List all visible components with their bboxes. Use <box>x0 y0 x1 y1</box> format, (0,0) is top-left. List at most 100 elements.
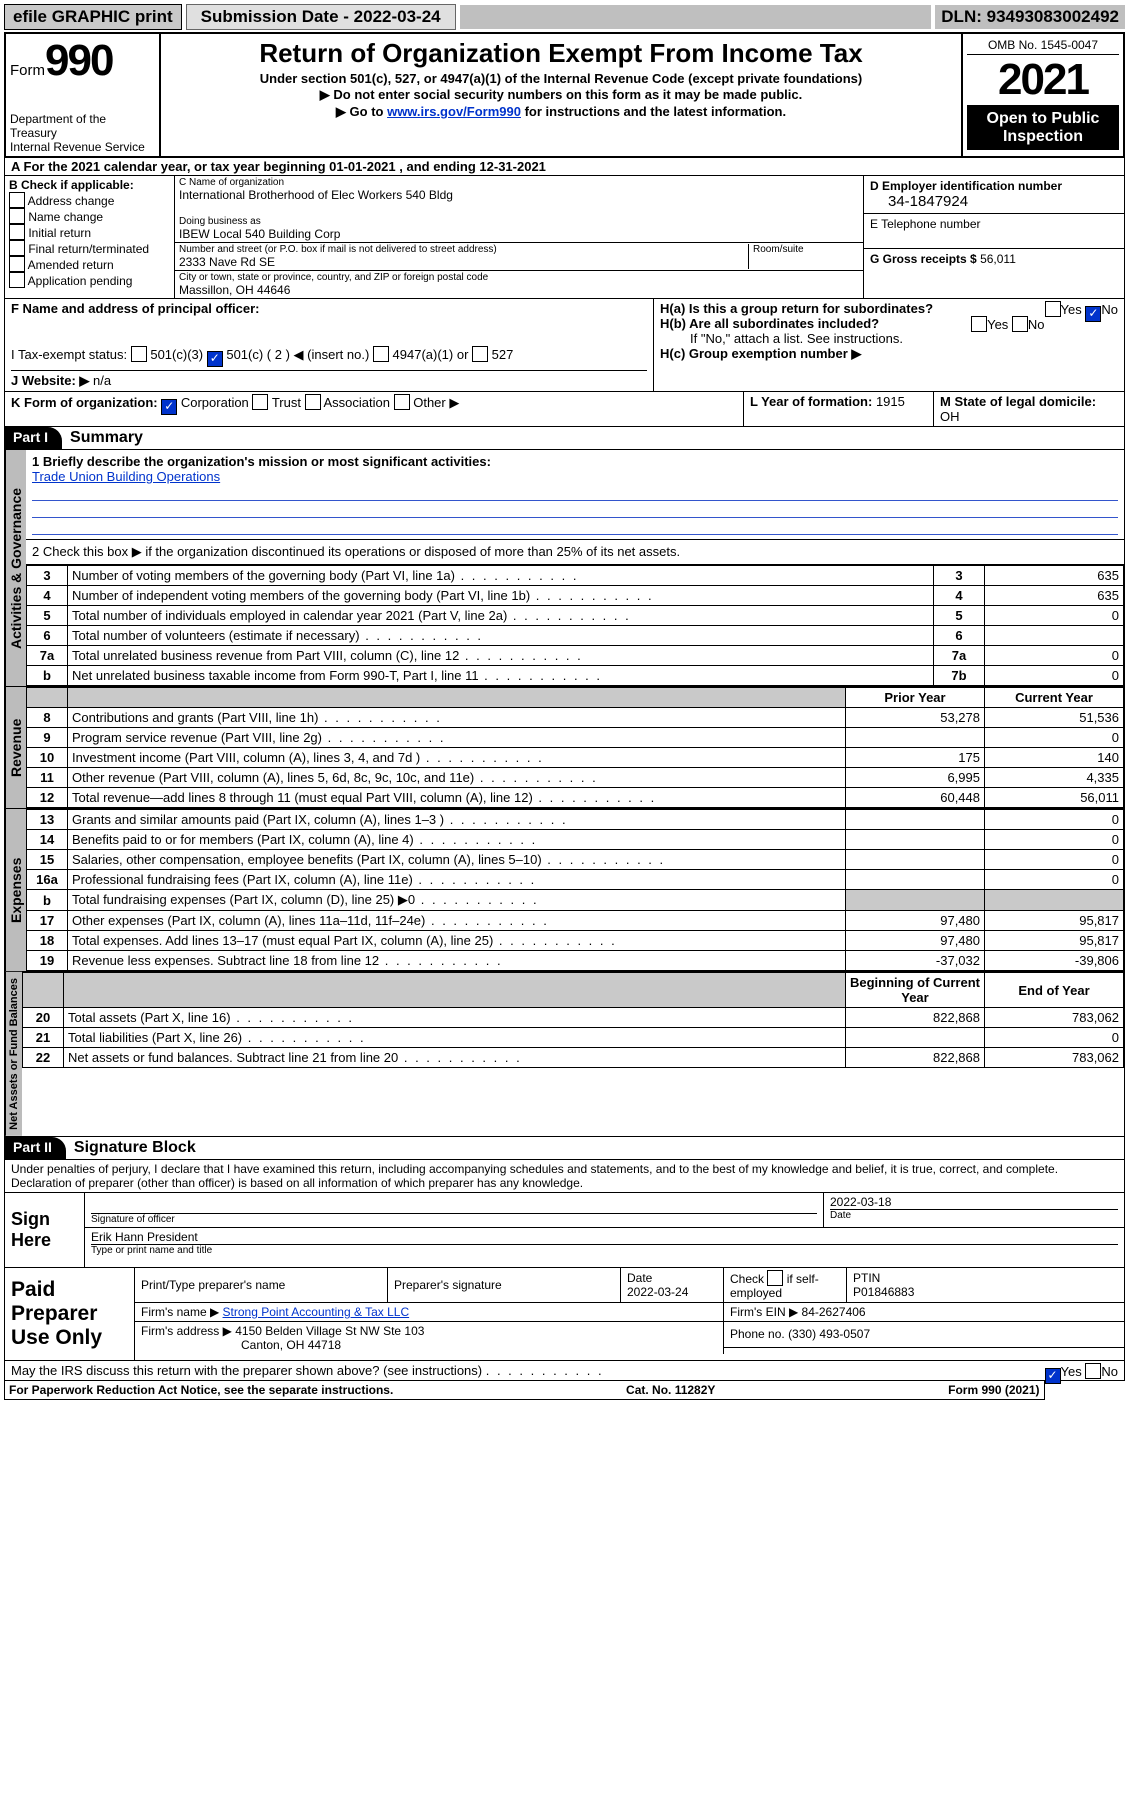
form-number: 990 <box>45 36 112 85</box>
part2-header: Part II Signature Block <box>4 1137 1125 1160</box>
section-expenses: Expenses 13Grants and similar amounts pa… <box>4 809 1125 972</box>
mission-box: 1 Briefly describe the organization's mi… <box>26 450 1124 540</box>
col-c: C Name of organization International Bro… <box>175 176 864 298</box>
ha-yes[interactable] <box>1045 301 1061 317</box>
table-expenses: 13Grants and similar amounts paid (Part … <box>26 809 1124 971</box>
table-row: bTotal fundraising expenses (Part IX, co… <box>27 890 1124 911</box>
website-value: n/a <box>93 373 111 388</box>
gross-value: 56,011 <box>980 252 1016 266</box>
table-revenue: Prior YearCurrent Year8Contributions and… <box>26 687 1124 808</box>
inspection-label: Open to Public Inspection <box>967 106 1119 150</box>
cb-other[interactable] <box>394 394 410 410</box>
domicile: OH <box>940 409 960 424</box>
cb-501c[interactable] <box>207 351 223 367</box>
prep-sig-label: Preparer's signature <box>388 1268 621 1303</box>
cb-final-return[interactable]: Final return/terminated <box>9 240 170 256</box>
city-label: City or town, state or province, country… <box>179 272 859 283</box>
mission-text[interactable]: Trade Union Building Operations <box>32 469 220 484</box>
hb-yes[interactable] <box>971 316 987 332</box>
city-state-zip: Massillon, OH 44646 <box>179 283 859 297</box>
table-row: 8Contributions and grants (Part VIII, li… <box>27 708 1124 728</box>
domicile-label: M State of legal domicile: <box>940 394 1096 409</box>
cb-4947[interactable] <box>373 346 389 362</box>
hb-note: If "No," attach a list. See instructions… <box>660 331 1118 346</box>
cb-name-change[interactable]: Name change <box>9 208 170 224</box>
topbar-spacer <box>460 5 932 29</box>
section-net: Net Assets or Fund Balances Beginning of… <box>4 972 1125 1137</box>
officer-name: Erik Hann President <box>91 1230 1118 1244</box>
efile-label[interactable]: efile GRAPHIC print <box>4 4 182 30</box>
table-row: 9Program service revenue (Part VIII, lin… <box>27 728 1124 748</box>
submission-label: Submission Date - 2022-03-24 <box>186 4 456 30</box>
dln: DLN: 93493083002492 <box>935 5 1125 29</box>
declaration: Under penalties of perjury, I declare th… <box>4 1160 1125 1193</box>
cb-corporation[interactable] <box>161 399 177 415</box>
sign-block: Sign Here Signature of officer 2022-03-1… <box>4 1193 1125 1268</box>
q2-label: 2 Check this box ▶ if the organization d… <box>32 544 680 559</box>
cb-address-change[interactable]: Address change <box>9 192 170 208</box>
col-d: D Employer identification number 34-1847… <box>864 176 1124 298</box>
paperwork-notice: For Paperwork Reduction Act Notice, see … <box>9 1383 393 1397</box>
cb-527[interactable] <box>472 346 488 362</box>
firm-addr2: Canton, OH 44718 <box>141 1338 341 1352</box>
tax-status-label: I Tax-exempt status: <box>11 347 127 362</box>
cb-501c3[interactable] <box>131 346 147 362</box>
form-ref: Form 990 (2021) <box>948 1383 1039 1397</box>
table-row: 17Other expenses (Part IX, column (A), l… <box>27 911 1124 931</box>
discuss-yes[interactable] <box>1045 1368 1061 1384</box>
table-row: 15Salaries, other compensation, employee… <box>27 850 1124 870</box>
hb-no[interactable] <box>1012 316 1028 332</box>
preparer-table: Print/Type preparer's name Preparer's si… <box>135 1268 1124 1354</box>
cb-association[interactable] <box>305 394 321 410</box>
sign-here-label: Sign Here <box>5 1193 85 1267</box>
section-activities: Activities & Governance 1 Briefly descri… <box>4 450 1125 687</box>
footer: For Paperwork Reduction Act Notice, see … <box>4 1381 1045 1400</box>
form-subtitle-3: ▶ Go to www.irs.gov/Form990 for instruct… <box>165 104 957 120</box>
officer-name-label: Type or print name and title <box>91 1244 1118 1256</box>
year-formation-label: L Year of formation: <box>750 394 872 409</box>
table-activities: 3Number of voting members of the governi… <box>26 565 1124 686</box>
table-row: 16aProfessional fundraising fees (Part I… <box>27 870 1124 890</box>
dba-name: IBEW Local 540 Building Corp <box>179 227 859 241</box>
table-header-row: Beginning of Current YearEnd of Year <box>23 973 1124 1008</box>
form-title: Return of Organization Exempt From Incom… <box>165 38 957 69</box>
street-address: 2333 Nave Rd SE <box>179 255 748 269</box>
cb-application-pending[interactable]: Application pending <box>9 272 170 288</box>
website-label: J Website: ▶ <box>11 373 89 388</box>
form-subtitle-2: ▶ Do not enter social security numbers o… <box>165 87 957 103</box>
table-row: 5Total number of individuals employed in… <box>27 606 1124 626</box>
cb-initial-return[interactable]: Initial return <box>9 224 170 240</box>
section-revenue: Revenue Prior YearCurrent Year8Contribut… <box>4 687 1125 809</box>
firm-addr-label: Firm's address ▶ <box>141 1324 232 1338</box>
q2-box: 2 Check this box ▶ if the organization d… <box>26 540 1124 565</box>
row-fh: F Name and address of principal officer:… <box>4 299 1125 392</box>
irs-link[interactable]: www.irs.gov/Form990 <box>387 104 521 119</box>
prep-self-employed: Check if self-employed <box>724 1268 847 1303</box>
cb-amended-return[interactable]: Amended return <box>9 256 170 272</box>
part1-title: Summary <box>62 427 151 449</box>
year-formation: 1915 <box>876 394 905 409</box>
table-row: 21Total liabilities (Part X, line 26)0 <box>23 1028 1124 1048</box>
firm-name[interactable]: Strong Point Accounting & Tax LLC <box>223 1305 410 1319</box>
preparer-header: Paid Preparer Use Only <box>5 1268 135 1360</box>
col-b-header: B Check if applicable: <box>9 178 134 192</box>
form-header-middle: Return of Organization Exempt From Incom… <box>161 34 963 156</box>
officer-label: F Name and address of principal officer: <box>11 301 260 316</box>
vtab-net: Net Assets or Fund Balances <box>5 972 22 1136</box>
discuss-no[interactable] <box>1085 1363 1101 1379</box>
ha-no[interactable] <box>1085 306 1101 322</box>
hb-label: H(b) Are all subordinates included? <box>660 316 879 331</box>
firm-ein: 84-2627406 <box>802 1305 866 1319</box>
tax-year: 2021 <box>967 55 1119 106</box>
dept-label: Department of the Treasury <box>10 112 155 140</box>
ein-value: 34-1847924 <box>870 193 1118 210</box>
form-subtitle-1: Under section 501(c), 527, or 4947(a)(1)… <box>165 71 957 86</box>
org-name: International Brotherhood of Elec Worker… <box>179 188 859 202</box>
table-row: 22Net assets or fund balances. Subtract … <box>23 1048 1124 1068</box>
q1-label: 1 Briefly describe the organization's mi… <box>32 454 491 469</box>
sign-date-label: Date <box>830 1209 1118 1221</box>
form-header: Form990 Department of the Treasury Inter… <box>4 32 1125 158</box>
addr-label: Number and street (or P.O. box if mail i… <box>179 244 748 255</box>
cb-trust[interactable] <box>252 394 268 410</box>
cb-self-employed[interactable] <box>767 1270 783 1286</box>
